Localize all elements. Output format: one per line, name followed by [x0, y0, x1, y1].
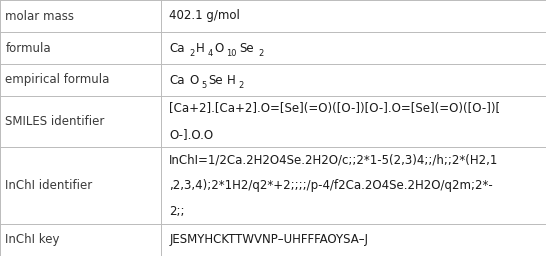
Text: InChI key: InChI key: [5, 233, 60, 247]
Text: molar mass: molar mass: [5, 9, 74, 23]
Text: SMILES identifier: SMILES identifier: [5, 115, 105, 128]
Text: 10: 10: [226, 49, 236, 58]
Text: InChI=1/2Ca.2H2O4Se.2H2O/c;;2*1-5(2,3)4;;/h;;2*(H2,1: InChI=1/2Ca.2H2O4Se.2H2O/c;;2*1-5(2,3)4;…: [169, 154, 498, 166]
Text: O-].O.O: O-].O.O: [169, 128, 213, 141]
Text: Ca: Ca: [169, 41, 185, 55]
Text: 2: 2: [238, 81, 244, 90]
Text: Se: Se: [240, 41, 254, 55]
Text: [Ca+2].[Ca+2].O=[Se](=O)([O-])[O-].O=[Se](=O)([O-])[: [Ca+2].[Ca+2].O=[Se](=O)([O-])[O-].O=[Se…: [169, 102, 500, 115]
Text: 2: 2: [189, 49, 194, 58]
Text: 2: 2: [258, 49, 264, 58]
Text: JESMYHCKTTWVNP–UHFFFAOYSA–J: JESMYHCKTTWVNP–UHFFFAOYSA–J: [169, 233, 368, 247]
Text: Ca: Ca: [169, 73, 185, 87]
Text: O: O: [214, 41, 223, 55]
Text: formula: formula: [5, 41, 51, 55]
Text: 5: 5: [201, 81, 206, 90]
Text: O: O: [189, 73, 199, 87]
Text: ,2,3,4);2*1H2/q2*+2;;;;/p-4/f2Ca.2O4Se.2H2O/q2m;2*-: ,2,3,4);2*1H2/q2*+2;;;;/p-4/f2Ca.2O4Se.2…: [169, 179, 493, 192]
Text: InChI identifier: InChI identifier: [5, 179, 93, 192]
Text: empirical formula: empirical formula: [5, 73, 110, 87]
Text: 4: 4: [207, 49, 212, 58]
Text: H: H: [196, 41, 205, 55]
Text: H: H: [227, 73, 235, 87]
Text: 402.1 g/mol: 402.1 g/mol: [169, 9, 240, 23]
Text: Se: Se: [208, 73, 223, 87]
Text: 2;;: 2;;: [169, 205, 185, 218]
